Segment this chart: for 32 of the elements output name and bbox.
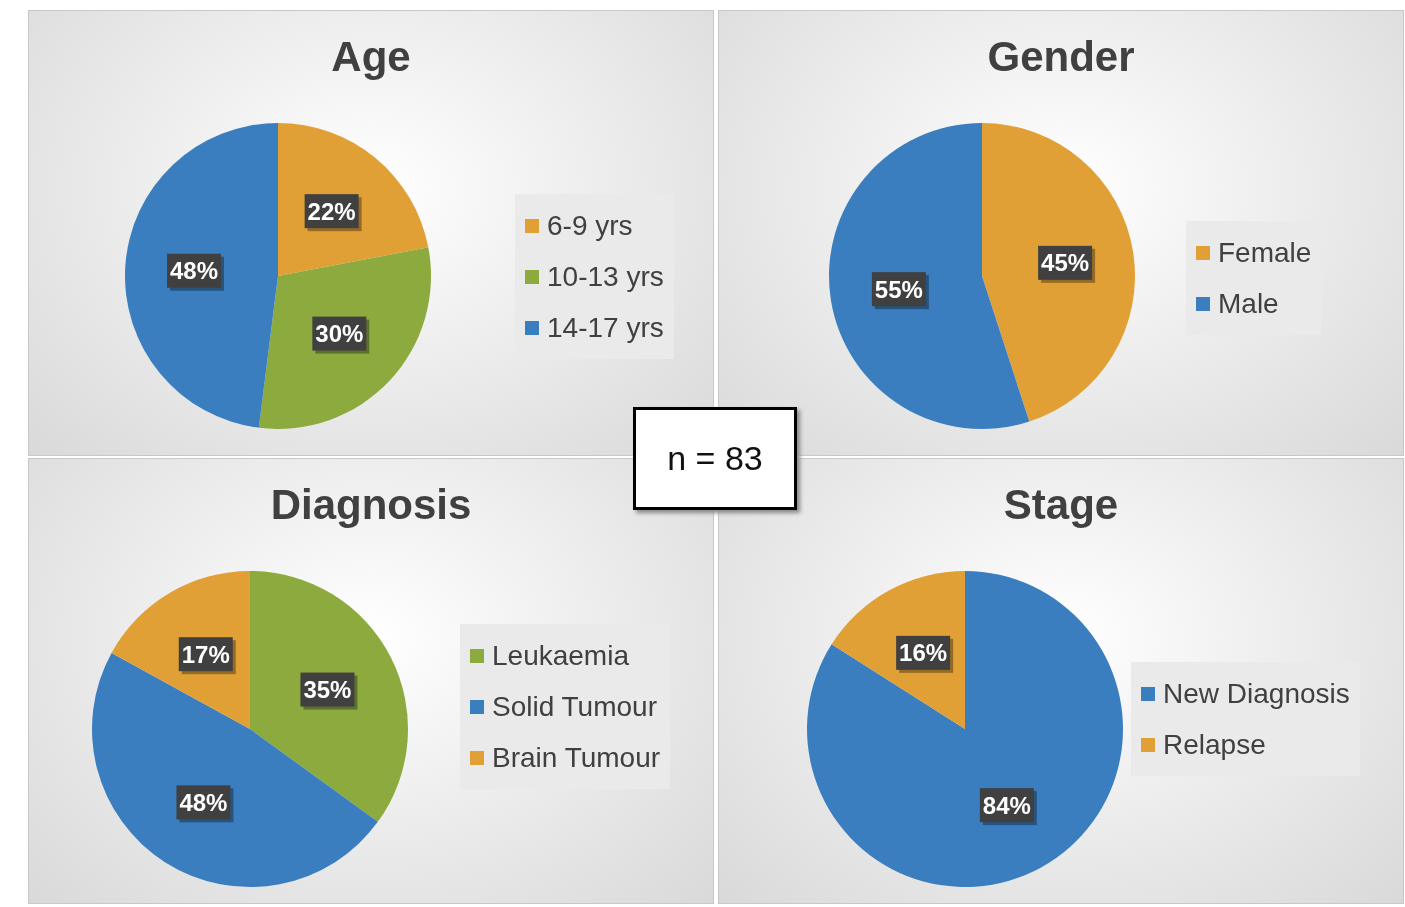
- chart-title: Stage: [1002, 481, 1120, 529]
- pie-slice: [278, 123, 429, 276]
- pie-slice: [982, 123, 1135, 422]
- chart-title: Age: [330, 33, 412, 81]
- pie-slice: [125, 123, 278, 428]
- data-label: 48%: [169, 257, 219, 285]
- chart-title: Diagnosis: [269, 481, 473, 529]
- chart-title: Gender: [986, 33, 1136, 81]
- data-label: 48%: [179, 788, 228, 816]
- legend-label: 6-9 yrs: [547, 209, 633, 242]
- legend-label: 14-17 yrs: [547, 311, 664, 344]
- data-label: 55%: [874, 275, 923, 303]
- data-label: 84%: [982, 791, 1031, 819]
- legend-label: New Diagnosis: [1163, 677, 1350, 710]
- data-label: 45%: [1041, 249, 1090, 277]
- data-label: 35%: [303, 676, 352, 704]
- data-label: 17%: [181, 640, 230, 668]
- legend-label: 10-13 yrs: [547, 260, 664, 293]
- pie-slice: [807, 571, 1123, 887]
- legend-label: Solid Tumour: [492, 690, 657, 723]
- data-label: 16%: [899, 639, 948, 667]
- data-label: 22%: [307, 197, 356, 225]
- pie-slice: [258, 247, 431, 429]
- legend-label: Male: [1218, 287, 1279, 320]
- legend-label: Relapse: [1163, 728, 1266, 761]
- legend-label: Brain Tumour: [492, 741, 661, 774]
- pie-slice: [829, 123, 1030, 429]
- text: n = 83: [667, 439, 763, 478]
- legend-label: Female: [1218, 236, 1312, 269]
- data-label: 30%: [315, 320, 364, 348]
- legend-label: Leukaemia: [492, 639, 629, 672]
- pie-slice: [250, 571, 408, 822]
